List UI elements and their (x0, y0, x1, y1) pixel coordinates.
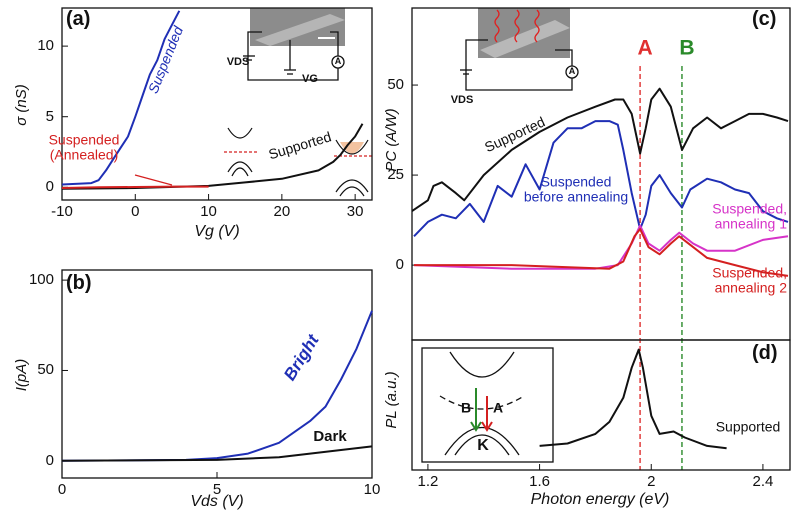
series-label: Suspended (Annealed) (48, 131, 120, 163)
inset-label: VDS (226, 55, 250, 68)
x-tick-label: 20 (273, 202, 291, 220)
y-tick-label: 0 (45, 178, 54, 196)
x-tick-label: 1.6 (529, 472, 551, 490)
series-line (414, 228, 789, 277)
panel-label: (b) (66, 272, 92, 294)
x-axis-label: Vds (V) (190, 493, 244, 511)
x-tick-label: 0 (57, 480, 67, 498)
inset-d (421, 347, 554, 463)
reference-label: A (637, 36, 653, 60)
y-axis-label: PL (a.u.) (382, 371, 400, 429)
series-label: Suspended, annealing 1 (712, 200, 787, 232)
plot-frame (61, 7, 373, 201)
y-tick-label: 0 (395, 255, 404, 273)
series-line (411, 87, 789, 212)
x-tick-label: 30 (346, 202, 364, 220)
x-tick-label: 2 (647, 472, 656, 490)
y-tick-label: 0 (45, 451, 54, 469)
series-label: Supported (715, 418, 781, 435)
x-tick-label: 2.4 (752, 472, 774, 490)
y-axis-label: PC (A/W) (382, 108, 400, 172)
plot-frame (61, 269, 373, 479)
x-tick-label: 5 (212, 480, 222, 498)
x-tick-label: 1.2 (417, 472, 439, 490)
series-line (61, 185, 209, 189)
inset-a (243, 8, 345, 81)
panel-label: (c) (752, 8, 777, 30)
y-tick-label: 25 (387, 165, 404, 183)
y-tick-label: 10 (37, 36, 54, 54)
x-tick-label: 10 (200, 202, 217, 220)
series-line (61, 445, 373, 462)
inset-label: A (568, 66, 576, 77)
x-tick-label: 0 (131, 202, 140, 220)
panel-label: (d) (752, 342, 778, 364)
y-axis-label: I(pA) (12, 358, 30, 392)
x-tick-label: -10 (51, 202, 73, 220)
inset-c (460, 8, 579, 91)
plot-frame (411, 339, 791, 471)
y-tick-label: 50 (37, 361, 54, 379)
inset-label: A (334, 56, 342, 67)
series-label: Suspended, annealing 2 (712, 264, 787, 296)
series-label: Dark (313, 427, 347, 445)
inset-label: A (492, 399, 504, 416)
inset-label: VG (302, 72, 318, 85)
inset-label: K (477, 437, 489, 455)
series-line (539, 348, 727, 450)
x-axis-label: Photon energy (eV) (530, 491, 670, 509)
x-tick-label: 10 (363, 480, 381, 498)
panel-label: (a) (66, 8, 91, 30)
x-axis-label: Vg (V) (194, 223, 240, 241)
series-label: Suspended before annealing (523, 173, 629, 205)
y-tick-label: 50 (387, 75, 404, 93)
inset-label: B (460, 399, 472, 416)
y-axis-label: σ (nS) (12, 84, 30, 126)
y-tick-label: 100 (28, 270, 54, 288)
series-line (413, 120, 789, 237)
y-tick-label: 5 (45, 107, 54, 125)
series-line (61, 10, 181, 186)
inset-label: VDS (450, 93, 474, 106)
reference-label: B (679, 36, 695, 60)
